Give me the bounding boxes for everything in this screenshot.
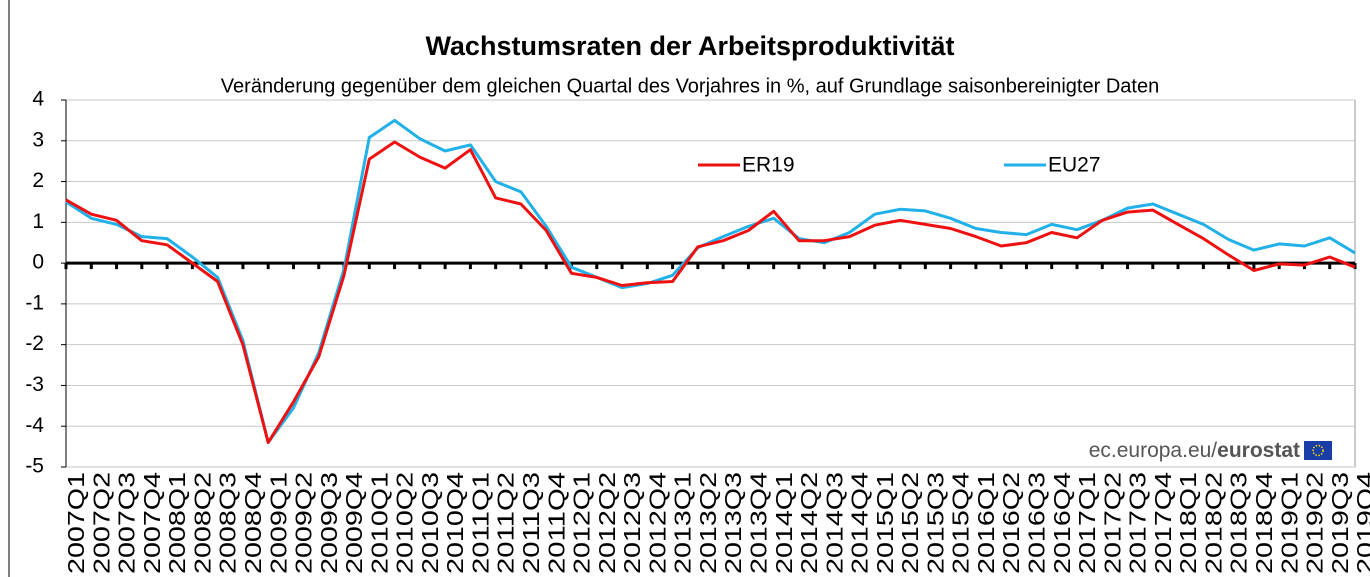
y-tick-label: -1 bbox=[25, 291, 44, 314]
legend-label: ER19 bbox=[742, 154, 795, 177]
x-tick-label: 2019Q4 bbox=[1352, 472, 1370, 574]
chart-subtitle: Veränderung gegenüber dem gleichen Quart… bbox=[221, 75, 1159, 97]
x-tick-label: 2016Q1 bbox=[973, 472, 999, 574]
y-tick-label: 1 bbox=[32, 210, 44, 233]
x-tick-label: 2015Q4 bbox=[948, 472, 974, 574]
x-tick-label: 2015Q2 bbox=[897, 472, 923, 574]
x-tick-label: 2015Q3 bbox=[922, 472, 948, 574]
x-tick-label: 2017Q4 bbox=[1150, 472, 1176, 574]
source-brand: eurostat bbox=[1217, 439, 1300, 462]
x-tick-label: 2016Q2 bbox=[998, 472, 1024, 574]
x-tick-label: 2019Q1 bbox=[1276, 472, 1302, 574]
x-tick-label: 2018Q3 bbox=[1226, 472, 1252, 574]
x-tick-label: 2007Q3 bbox=[114, 472, 140, 574]
x-tick-label: 2012Q3 bbox=[619, 472, 645, 574]
legend-label: EU27 bbox=[1048, 154, 1101, 177]
x-tick-label: 2008Q2 bbox=[189, 472, 215, 574]
x-tick-label: 2011Q1 bbox=[467, 472, 493, 574]
x-tick-label: 2013Q1 bbox=[670, 472, 696, 574]
eu-flag bbox=[1304, 441, 1332, 460]
x-tick-label: 2018Q1 bbox=[1175, 472, 1201, 574]
x-tick-label: 2013Q4 bbox=[745, 472, 771, 574]
x-tick-label: 2011Q4 bbox=[543, 472, 569, 574]
x-tick-label: 2010Q1 bbox=[366, 472, 392, 574]
x-tick-label: 2009Q2 bbox=[291, 472, 317, 574]
y-tick-label: -2 bbox=[25, 332, 44, 355]
x-tick-label: 2009Q1 bbox=[265, 472, 291, 574]
series-line bbox=[65, 140, 1356, 444]
x-tick-label: 2012Q4 bbox=[644, 472, 670, 574]
y-tick-label: -4 bbox=[25, 414, 44, 437]
x-tick-label: 2010Q4 bbox=[442, 472, 468, 574]
eu-stars bbox=[1312, 444, 1324, 457]
y-tick-label: 2 bbox=[32, 169, 44, 192]
x-tick-label: 2018Q2 bbox=[1200, 472, 1226, 574]
x-tick-label: 2008Q4 bbox=[240, 472, 266, 574]
x-tick-label: 2011Q3 bbox=[518, 472, 544, 574]
x-tick-label: 2013Q3 bbox=[720, 472, 746, 574]
x-tick-label: 2014Q4 bbox=[847, 472, 873, 574]
x-tick-label: 2014Q2 bbox=[796, 472, 822, 574]
y-tick-label: -5 bbox=[25, 455, 44, 478]
source-prefix: ec.europa.eu/ bbox=[1089, 439, 1218, 462]
x-tick-label: 2019Q3 bbox=[1327, 472, 1353, 574]
series-line bbox=[65, 118, 1356, 444]
x-tick-label: 2012Q1 bbox=[569, 472, 595, 574]
x-tick-label: 2008Q1 bbox=[164, 472, 190, 574]
x-tick-label: 2007Q1 bbox=[63, 472, 89, 574]
x-tick-label: 2015Q1 bbox=[872, 472, 898, 574]
x-tick-label: 2007Q2 bbox=[88, 472, 114, 574]
x-tick-label: 2017Q3 bbox=[1125, 472, 1151, 574]
y-tick-label: -3 bbox=[25, 373, 44, 396]
x-tick-label: 2017Q1 bbox=[1074, 472, 1100, 574]
x-tick-label: 2012Q2 bbox=[594, 472, 620, 574]
x-tick-label: 2014Q1 bbox=[771, 472, 797, 574]
x-tick-label: 2010Q2 bbox=[392, 472, 418, 574]
x-tick-label: 2007Q4 bbox=[139, 472, 165, 574]
x-tick-label: 2018Q4 bbox=[1251, 472, 1277, 574]
x-tick-label: 2011Q2 bbox=[493, 472, 519, 574]
x-tick-label: 2016Q4 bbox=[1049, 472, 1075, 574]
y-tick-label: 4 bbox=[32, 88, 44, 111]
x-tick-label: 2009Q3 bbox=[316, 472, 342, 574]
x-tick-label: 2014Q3 bbox=[821, 472, 847, 574]
x-tick-label: 2013Q2 bbox=[695, 472, 721, 574]
x-tick-label: 2016Q3 bbox=[1024, 472, 1050, 574]
y-tick-label: 0 bbox=[32, 251, 44, 274]
x-tick-label: 2008Q3 bbox=[215, 472, 241, 574]
x-tick-label: 2019Q2 bbox=[1302, 472, 1328, 574]
x-tick-label: 2017Q2 bbox=[1099, 472, 1125, 574]
x-tick-label: 2009Q4 bbox=[341, 472, 367, 574]
y-tick-label: 3 bbox=[32, 128, 44, 151]
chart-title: Wachstumsraten der Arbeitsproduktivität bbox=[425, 31, 954, 61]
x-tick-label: 2010Q3 bbox=[417, 472, 443, 574]
source: ec.europa.eu/eurostat bbox=[1089, 439, 1300, 462]
